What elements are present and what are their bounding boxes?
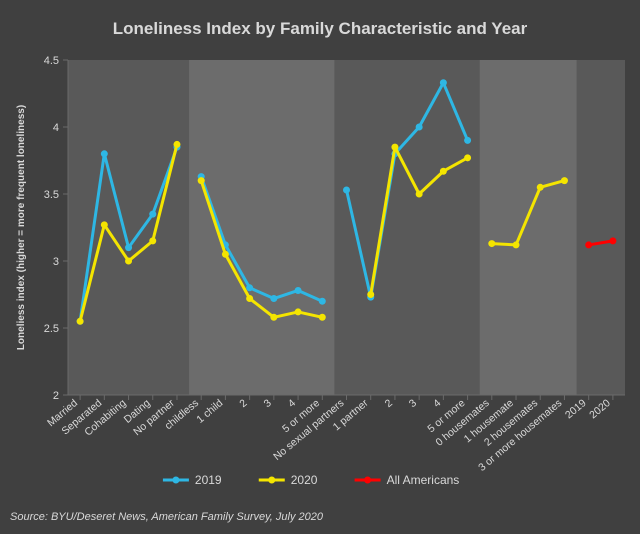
series-marker-2020 xyxy=(149,237,156,244)
series-marker-All Americans xyxy=(585,241,592,248)
series-marker-2019 xyxy=(440,79,447,86)
series-marker-2020 xyxy=(416,191,423,198)
ytick-label: 3.5 xyxy=(44,189,59,201)
legend-marker xyxy=(268,477,275,484)
chart-svg: 2 2.5 3 3.5 4 4.5 Loneliess index (higher = mo… xyxy=(0,0,640,534)
group-band-housemates xyxy=(480,60,577,395)
series-marker-2019 xyxy=(125,244,132,251)
legend-label: 2020 xyxy=(291,473,318,487)
ytick-label: 3 xyxy=(53,256,59,268)
legend-label: All Americans xyxy=(387,473,460,487)
source-text: Source: BYU/Deseret News, American Famil… xyxy=(10,511,324,523)
series-marker-2019 xyxy=(246,284,253,291)
series-marker-2020 xyxy=(270,314,277,321)
series-marker-2020 xyxy=(367,291,374,298)
series-marker-2019 xyxy=(319,298,326,305)
series-marker-2020 xyxy=(537,184,544,191)
series-marker-2020 xyxy=(513,241,520,248)
series-marker-2019 xyxy=(295,287,302,294)
series-marker-2020 xyxy=(488,240,495,247)
series-marker-2020 xyxy=(295,308,302,315)
legend-marker xyxy=(172,477,179,484)
series-marker-2019 xyxy=(149,211,156,218)
series-marker-2020 xyxy=(101,221,108,228)
chart-container: 2 2.5 3 3.5 4 4.5 Loneliess index (higher = mo… xyxy=(0,0,640,534)
ytick-label: 4 xyxy=(53,122,59,134)
series-marker-2020 xyxy=(222,251,229,258)
series-marker-2020 xyxy=(391,144,398,151)
series-marker-2020 xyxy=(561,177,568,184)
series-marker-2020 xyxy=(173,141,180,148)
ytick-label: 2 xyxy=(53,390,59,402)
group-band-children xyxy=(189,60,334,395)
chart-title: Loneliness Index by Family Characteristi… xyxy=(113,19,528,38)
series-marker-2020 xyxy=(77,318,84,325)
series-marker-2019 xyxy=(101,150,108,157)
legend-label: 2019 xyxy=(195,473,222,487)
series-marker-All Americans xyxy=(609,237,616,244)
ytick-label: 4.5 xyxy=(44,55,59,67)
series-marker-2020 xyxy=(464,154,471,161)
series-marker-2020 xyxy=(198,177,205,184)
series-marker-2020 xyxy=(246,295,253,302)
y-axis-label: Loneliess index (higher = more frequent … xyxy=(16,105,27,350)
series-marker-2020 xyxy=(319,314,326,321)
series-marker-2019 xyxy=(464,137,471,144)
legend-marker xyxy=(364,477,371,484)
series-marker-2020 xyxy=(440,168,447,175)
series-marker-2020 xyxy=(125,258,132,265)
series-marker-2019 xyxy=(416,124,423,131)
series-marker-2019 xyxy=(343,186,350,193)
series-marker-2019 xyxy=(270,295,277,302)
ytick-label: 2.5 xyxy=(44,323,59,335)
